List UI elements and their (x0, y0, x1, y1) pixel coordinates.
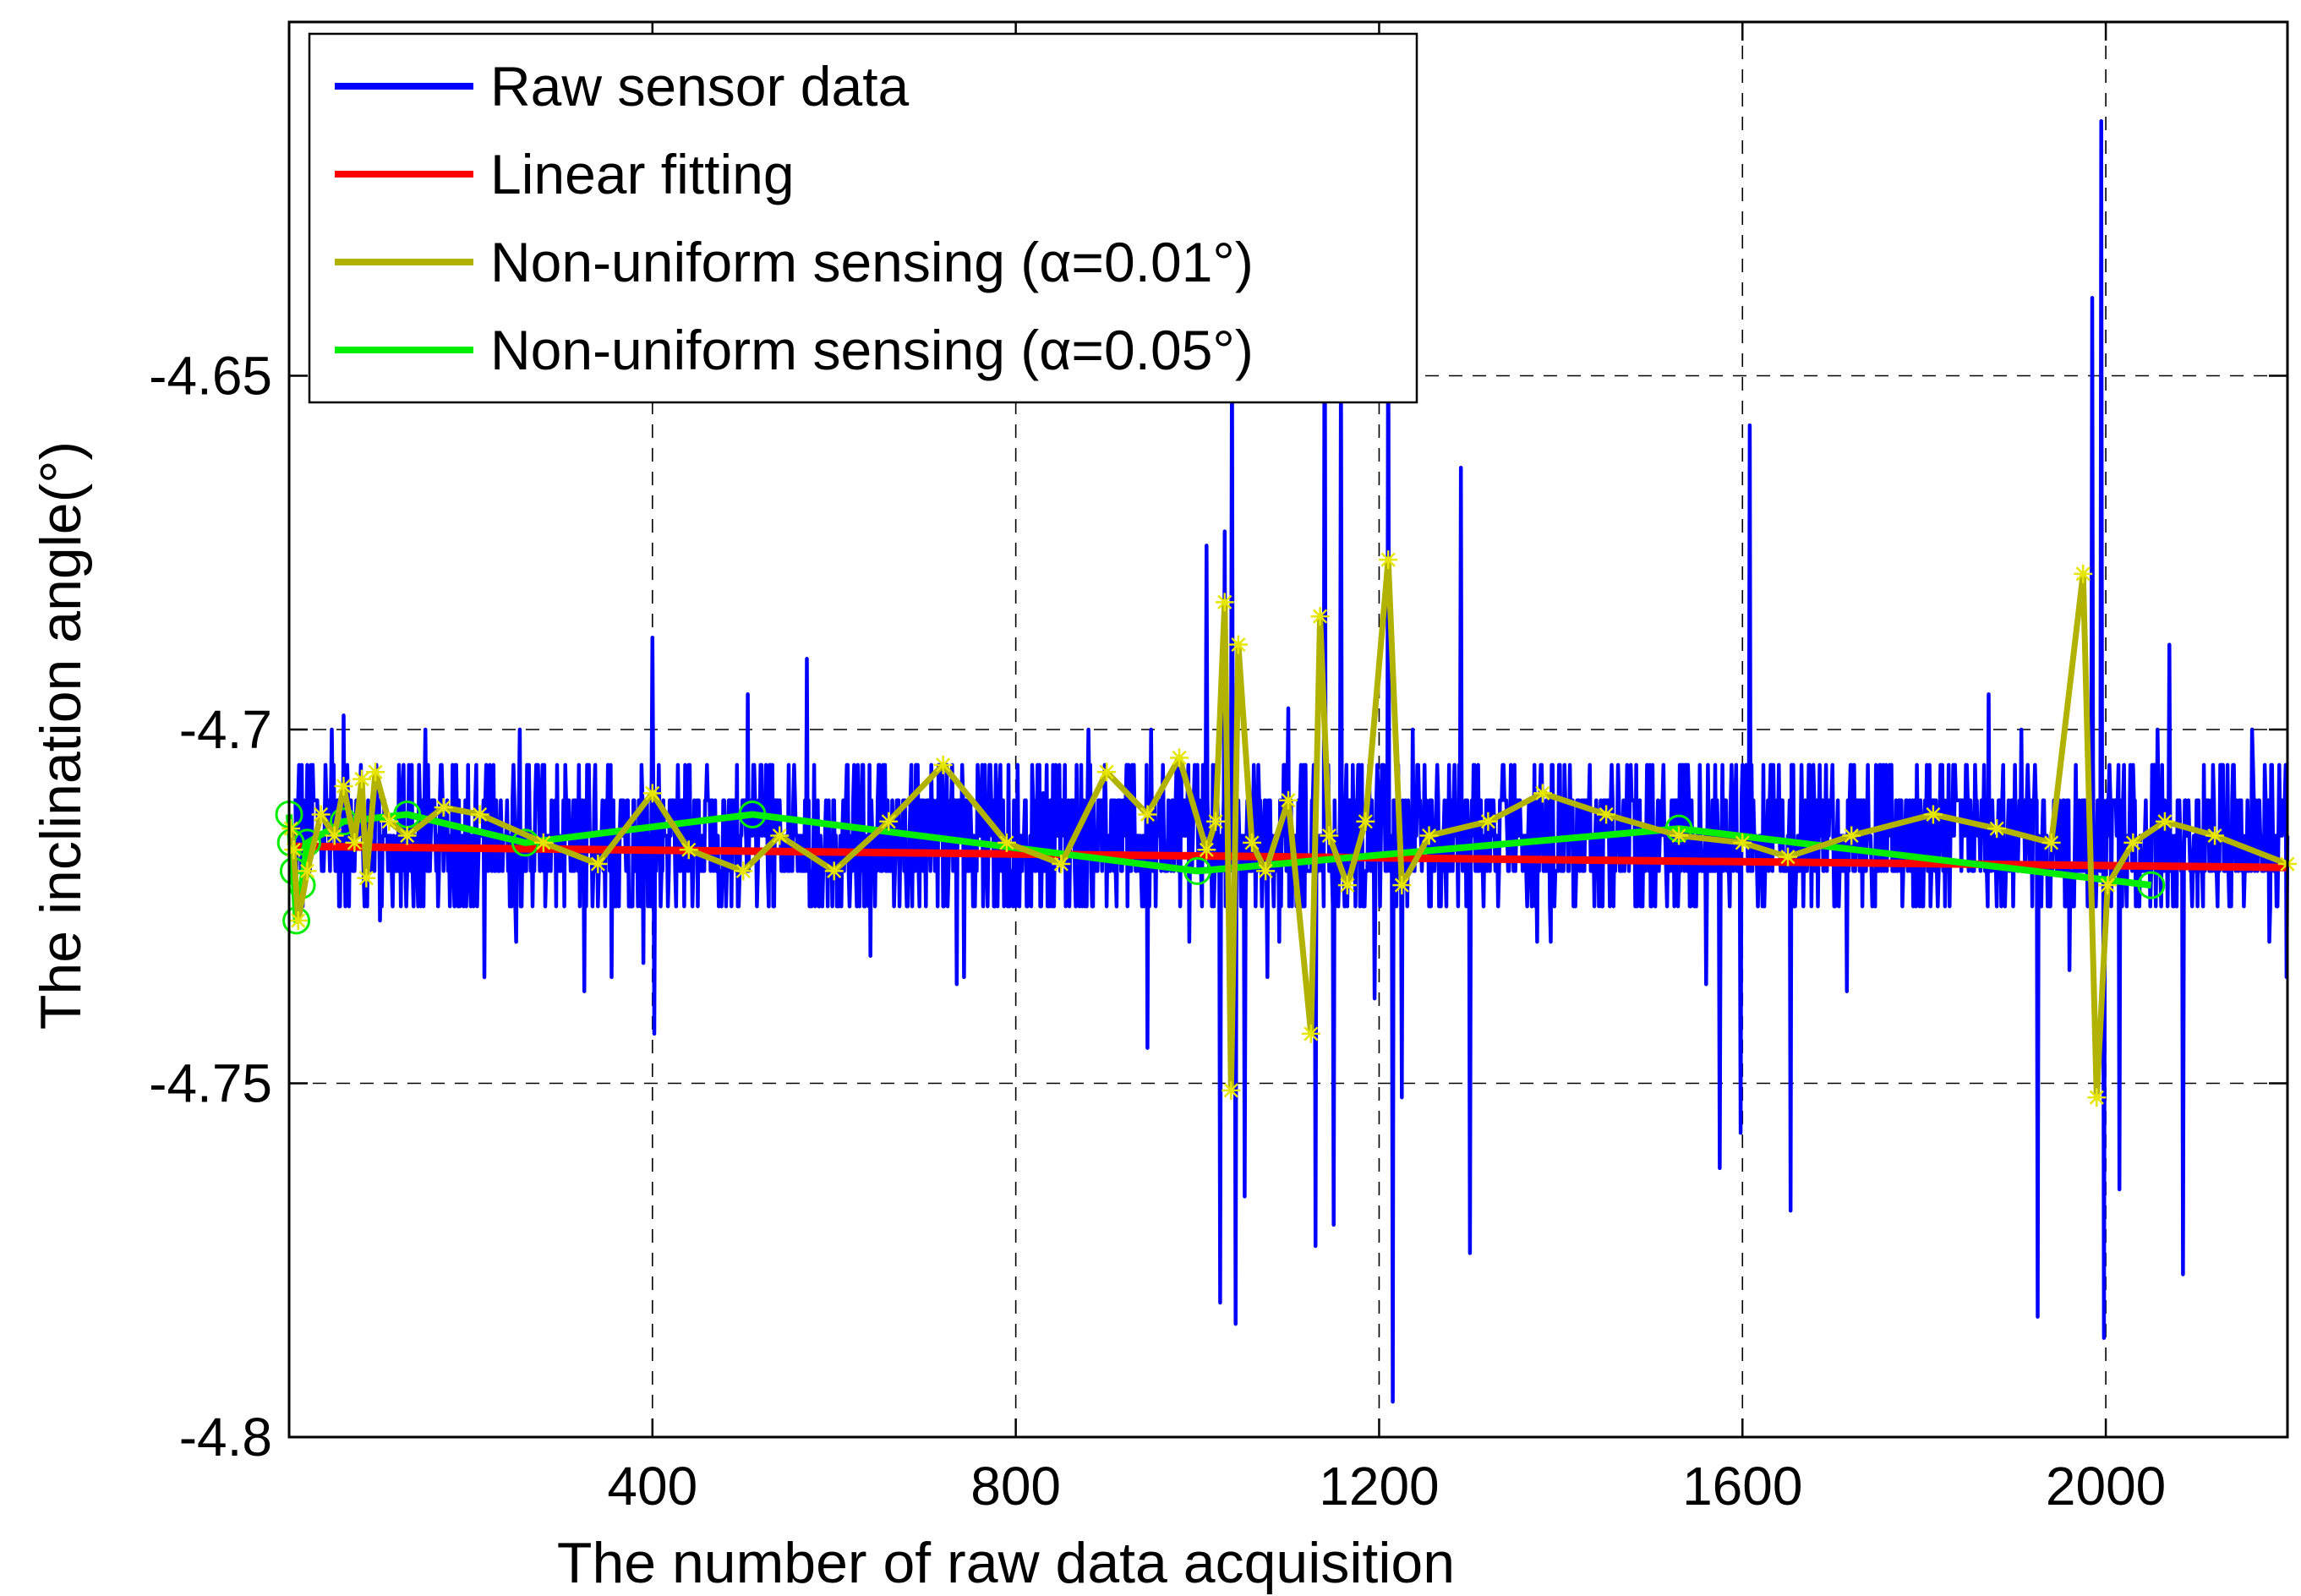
x-tick-label: 1600 (1682, 1456, 1802, 1517)
alpha-001-marker (1392, 876, 1412, 895)
alpha-001-marker (1301, 1024, 1320, 1043)
y-axis-title: The inclination angle(°) (29, 441, 93, 1030)
alpha-001-marker (879, 812, 899, 831)
alpha-001-marker (1197, 840, 1216, 860)
alpha-001-marker (2074, 564, 2093, 583)
alpha-001-marker (2041, 833, 2061, 852)
alpha-001-marker (1222, 1080, 1241, 1100)
alpha-001-marker (434, 798, 453, 817)
alpha-001-marker (288, 910, 308, 930)
alpha-001-marker (1215, 593, 1234, 612)
y-tick-label: -4.7 (179, 699, 272, 760)
x-tick-label: 400 (607, 1456, 697, 1517)
series-nonuniform-alpha-001 (287, 556, 2289, 1101)
alpha-001-marker (1279, 790, 1298, 810)
alpha-001-marker (2155, 812, 2174, 831)
legend: Raw sensor data Linear fitting Non-unifo… (308, 32, 1418, 404)
alpha-001-marker (1052, 855, 1071, 874)
alpha-001-marker (2098, 876, 2118, 895)
alpha-001-marker (284, 840, 303, 860)
alpha-001-marker (366, 762, 385, 782)
alpha-001-marker (533, 833, 553, 852)
alpha-001-marker (281, 819, 301, 839)
alpha-001-marker (734, 861, 753, 881)
alpha-001-marker (334, 776, 353, 795)
alpha-001-marker (357, 868, 376, 888)
alpha-001-marker (1138, 805, 1157, 824)
alpha-001-marker (345, 833, 364, 852)
legend-box (308, 32, 1418, 404)
alpha-001-marker (1533, 784, 1552, 803)
alpha-001-marker (470, 805, 489, 824)
legend-label-linear: Linear fitting (490, 143, 795, 205)
x-tick-label: 800 (970, 1456, 1061, 1517)
alpha-001-marker (325, 826, 344, 845)
alpha-001-marker (1320, 826, 1339, 845)
alpha-005-marker (738, 800, 767, 828)
alpha-001-marker (1097, 762, 1117, 782)
alpha-001-marker (1228, 635, 1248, 654)
alpha-001-marker (1779, 847, 1797, 866)
alpha-001-marker (1206, 812, 1226, 831)
alpha-001-marker (298, 861, 317, 881)
alpha-001-marker (311, 805, 331, 824)
x-axis-title: The number of raw data acquisition (557, 1531, 1455, 1595)
y-tick-label: -4.75 (149, 1053, 272, 1114)
alpha-001-marker (2123, 833, 2143, 852)
y-tick-label: -4.65 (149, 346, 272, 407)
alpha-001-marker (1987, 819, 2007, 839)
alpha-001-marker (1597, 805, 1616, 824)
alpha-001-marker (933, 755, 953, 774)
alpha-001-marker (642, 784, 662, 803)
alpha-001-marker (1670, 826, 1689, 845)
legend-label-raw: Raw sensor data (490, 55, 910, 118)
alpha-001-marker (380, 812, 399, 831)
alpha-001-marker (1310, 607, 1330, 626)
alpha-001-marker (1256, 861, 1276, 881)
alpha-001-marker (824, 861, 844, 881)
ticks: 400 800 1200 1600 2000 -4.65 -4.7 -4.75 -4.8 (149, 22, 2287, 1517)
legend-label-alpha-001: Non-uniform sensing (α=0.01°) (490, 231, 1254, 293)
alpha-001-marker (1243, 833, 1262, 852)
alpha-001-marker (1923, 805, 1943, 824)
alpha-001-marker (1478, 812, 1498, 831)
alpha-005-marker (1183, 856, 1212, 885)
alpha-001-marker (770, 826, 790, 845)
x-tick-label: 1200 (1319, 1456, 1439, 1517)
alpha-001-marker (2087, 1088, 2107, 1107)
alpha-001-marker (1170, 748, 1189, 768)
x-tick-label: 2000 (2046, 1456, 2166, 1517)
alpha-001-marker (1379, 550, 1398, 570)
alpha-001-marker (1337, 876, 1357, 895)
alpha-001-marker (1419, 826, 1439, 845)
alpha-001-marker (997, 833, 1016, 852)
alpha-001-marker (679, 840, 698, 860)
alpha-001-marker (1733, 833, 1752, 852)
alpha-001-marker (1842, 826, 1861, 845)
series-layer (275, 118, 2297, 1404)
alpha-001-marker (397, 826, 417, 845)
alpha-001-marker (2205, 826, 2225, 845)
alpha-001-marker (1356, 812, 1375, 831)
alpha-001-marker (352, 769, 371, 789)
alpha-001-marker (588, 855, 608, 874)
y-tick-label: -4.8 (179, 1407, 272, 1468)
alpha-005-marker (2137, 871, 2166, 899)
legend-label-alpha-005: Non-uniform sensing (α=0.05°) (490, 319, 1254, 381)
